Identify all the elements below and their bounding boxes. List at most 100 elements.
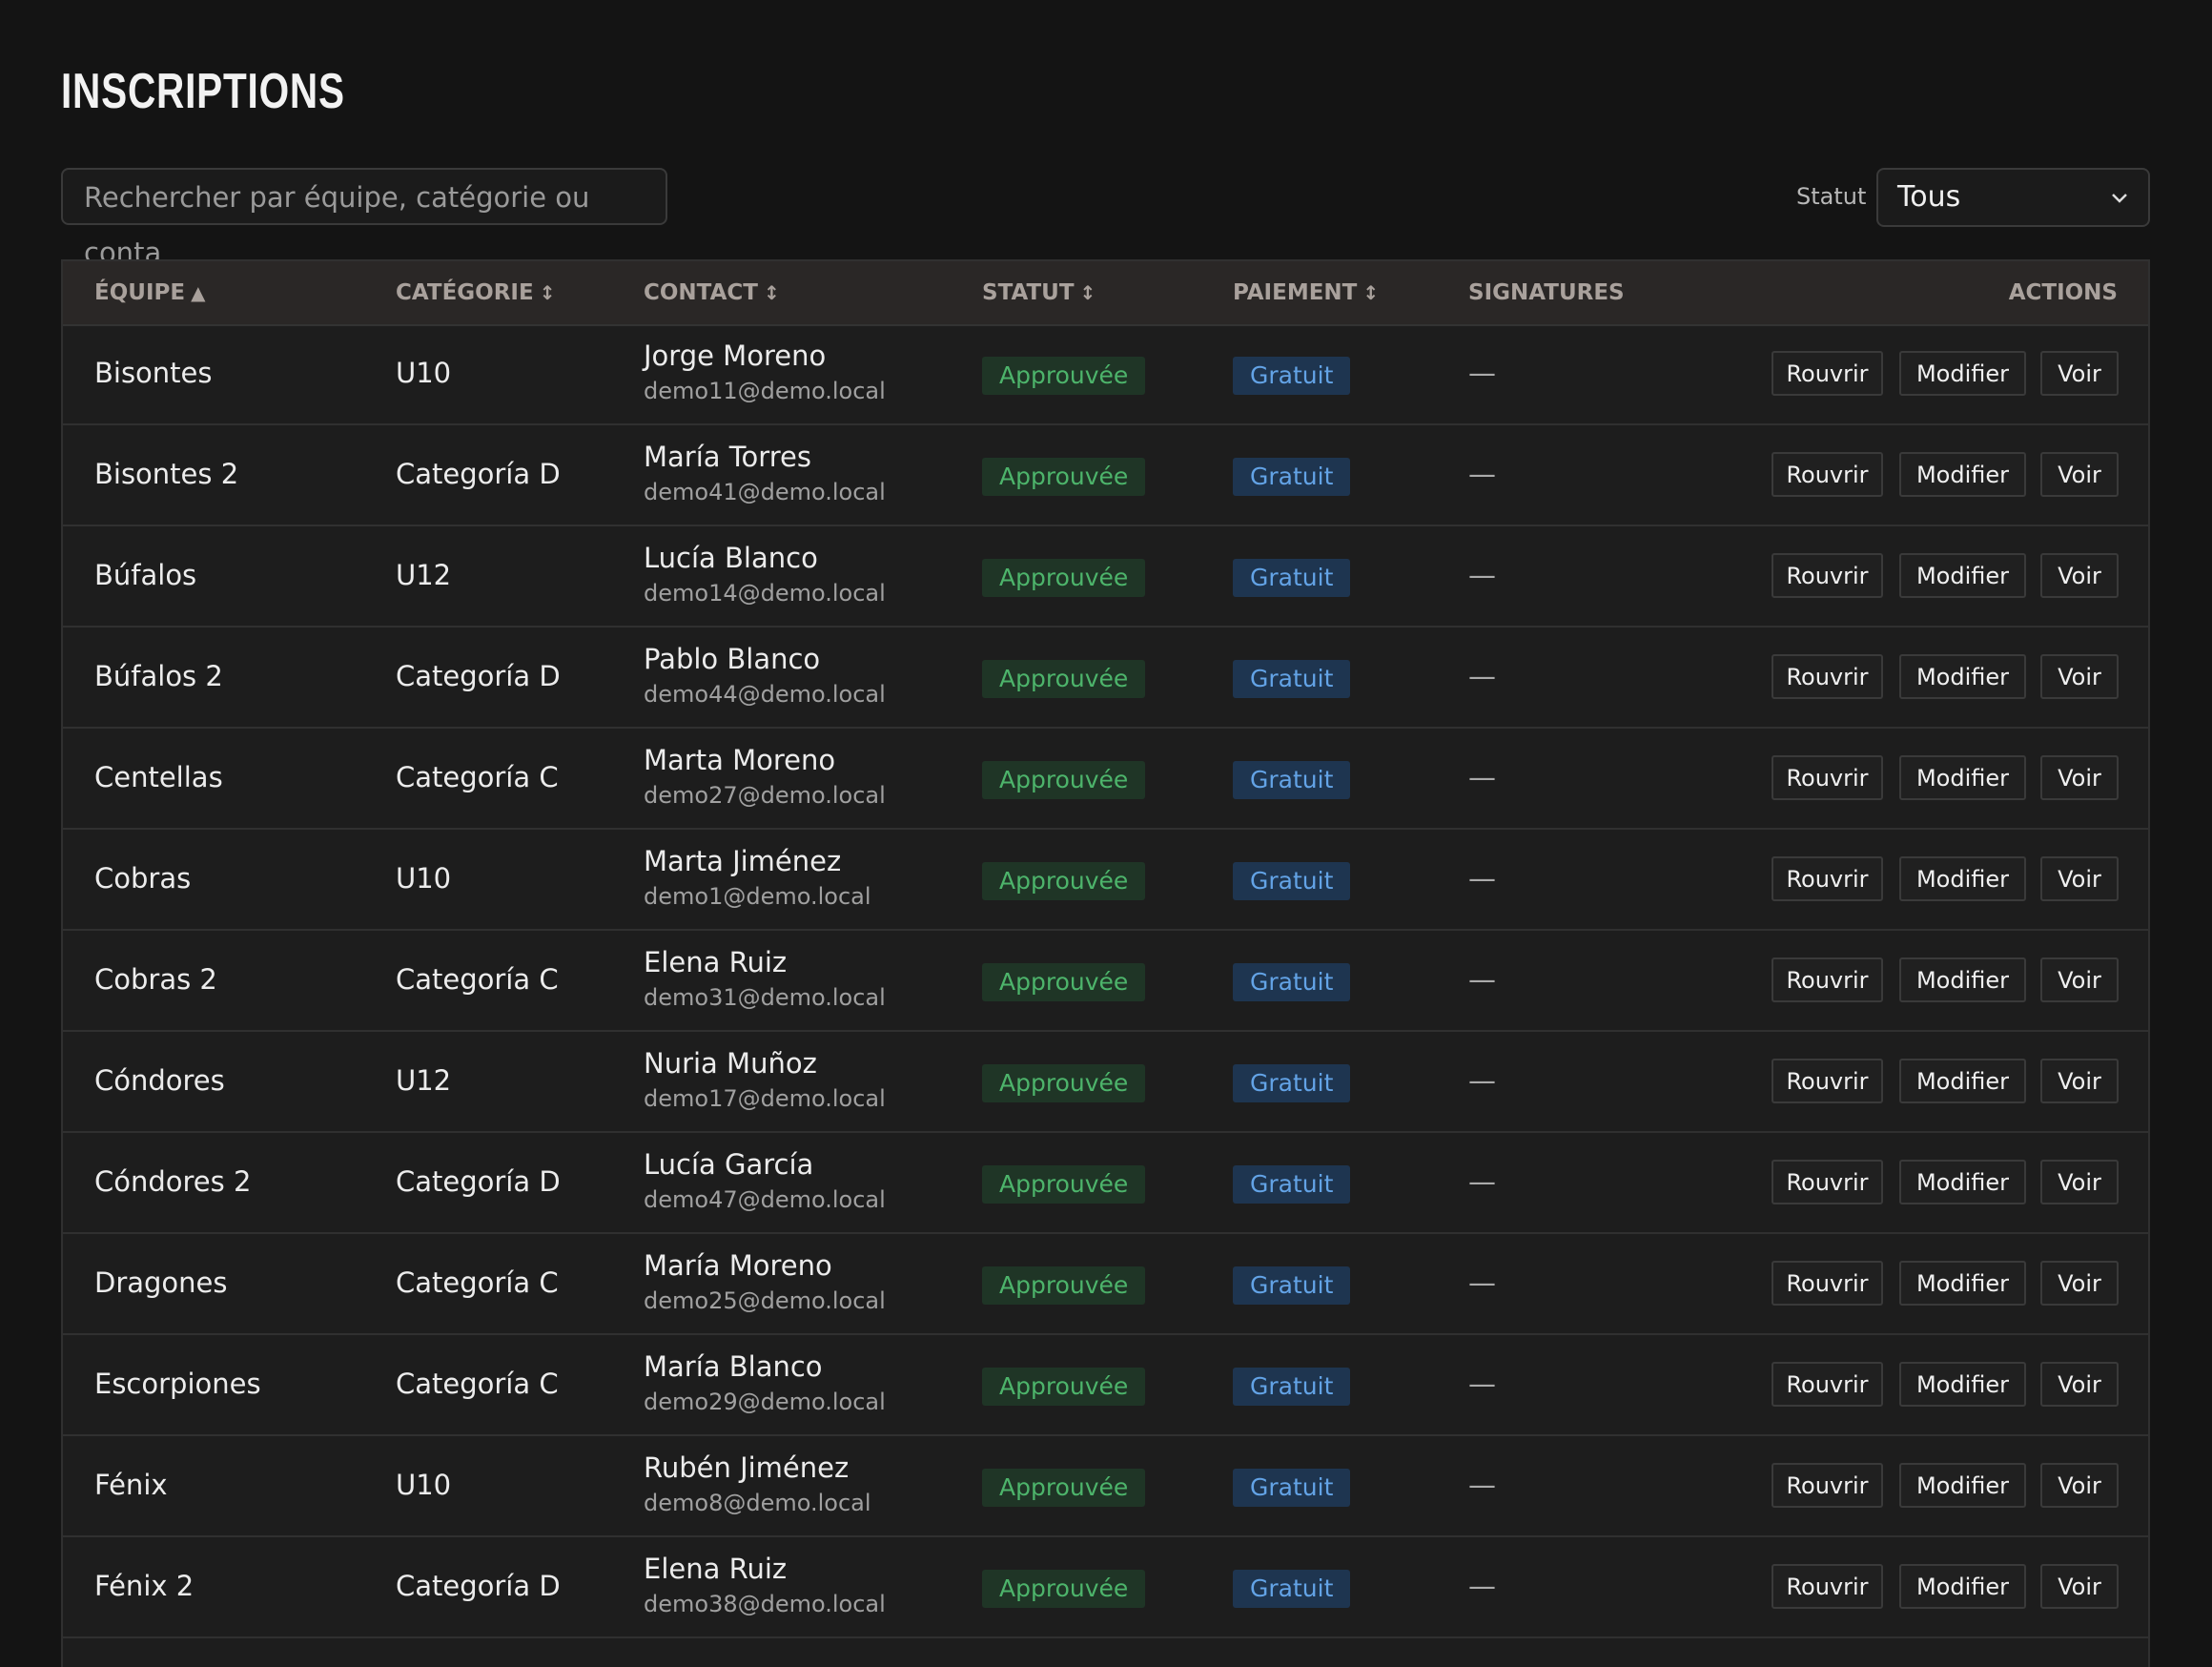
select-value: Tous	[1897, 180, 1961, 214]
status-badge: Approuvée	[982, 660, 1146, 698]
action-button[interactable]: Voir	[2040, 1059, 2119, 1103]
contact-email: demo38@demo.local	[644, 1591, 886, 1617]
action-button[interactable]: Rouvrir	[1772, 1564, 1883, 1609]
table-row: Búfalos 2 Categoría D Pablo Blanco demo44@d…	[63, 628, 2148, 729]
signatures: —	[1468, 559, 1496, 591]
category: Categoría C	[396, 1266, 559, 1299]
payment-badge: Gratuit	[1233, 1570, 1351, 1608]
signatures: —	[1468, 1368, 1496, 1400]
action-button[interactable]: Modifier	[1899, 1059, 2026, 1103]
action-button[interactable]: Voir	[2040, 351, 2119, 396]
signatures: —	[1468, 1469, 1496, 1501]
action-button[interactable]: Voir	[2040, 654, 2119, 699]
team-name: Centellas	[94, 761, 223, 793]
status-badge: Approuvée	[982, 761, 1146, 799]
action-button[interactable]: Rouvrir	[1772, 856, 1883, 901]
contact-name: Nuria Muñoz	[644, 1047, 817, 1080]
table-row: Búfalos U12 Lucía Blanco demo14@demo.local A…	[63, 526, 2148, 628]
status-badge: Approuvée	[982, 1064, 1146, 1102]
contact-email: demo14@demo.local	[644, 580, 886, 607]
action-button[interactable]: Modifier	[1899, 1160, 2026, 1204]
contact-name: María Blanco	[644, 1350, 823, 1383]
action-button[interactable]: Voir	[2040, 1362, 2119, 1407]
action-button[interactable]: Rouvrir	[1772, 755, 1883, 800]
team-name: Búfalos	[94, 559, 197, 591]
action-button[interactable]: Modifier	[1899, 553, 2026, 598]
contact-email: demo11@demo.local	[644, 378, 886, 404]
contact-name: Elena Ruiz	[644, 946, 788, 978]
action-button[interactable]: Modifier	[1899, 755, 2026, 800]
action-button[interactable]: Modifier	[1899, 1463, 2026, 1508]
column-header[interactable]: CATÉGORIE ↕	[396, 280, 555, 305]
action-button[interactable]: Rouvrir	[1772, 452, 1883, 497]
payment-badge: Gratuit	[1233, 458, 1351, 496]
action-button[interactable]: Modifier	[1899, 351, 2026, 396]
payment-badge: Gratuit	[1233, 660, 1351, 698]
registrations-table: ÉQUIPE ▲ CATÉGORIE ↕ CONTACT ↕ STATUT ↕ PAIEMENT…	[61, 259, 2150, 1667]
category: Categoría C	[396, 963, 559, 996]
signatures: —	[1468, 1570, 1496, 1602]
action-button[interactable]: Voir	[2040, 957, 2119, 1002]
action-button[interactable]: Modifier	[1899, 1362, 2026, 1407]
action-button[interactable]: Voir	[2040, 452, 2119, 497]
action-button[interactable]: Voir	[2040, 553, 2119, 598]
team-name: Dragones	[94, 1266, 228, 1299]
action-button[interactable]: Rouvrir	[1772, 957, 1883, 1002]
table-row: Fénix U10 Rubén Jiménez demo8@demo.local App…	[63, 1436, 2148, 1537]
action-button[interactable]: Modifier	[1899, 1564, 2026, 1609]
payment-badge: Gratuit	[1233, 1165, 1351, 1204]
column-header[interactable]: STATUT ↕	[982, 280, 1096, 305]
status-select[interactable]: Tous	[1876, 168, 2150, 227]
action-button[interactable]: Modifier	[1899, 452, 2026, 497]
filter-label: Statut	[1796, 183, 1867, 210]
action-button[interactable]: Voir	[2040, 1160, 2119, 1204]
action-button[interactable]: Rouvrir	[1772, 1463, 1883, 1508]
table-row: Fénix 2 Categoría D Elena Ruiz demo38@demo.…	[63, 1537, 2148, 1638]
team-name: Bisontes	[94, 357, 213, 389]
action-button[interactable]: Rouvrir	[1772, 1261, 1883, 1306]
action-button[interactable]: Rouvrir	[1772, 1059, 1883, 1103]
team-name: Cóndores 2	[94, 1165, 252, 1198]
signatures: —	[1468, 357, 1496, 389]
column-label: PAIEMENT	[1233, 280, 1358, 305]
action-button[interactable]: Modifier	[1899, 654, 2026, 699]
action-button[interactable]: Voir	[2040, 856, 2119, 901]
column-header[interactable]: ÉQUIPE ▲	[94, 280, 205, 305]
column-header[interactable]: CONTACT ↕	[644, 280, 780, 305]
contact-name: María Moreno	[644, 1249, 832, 1282]
table-header: ÉQUIPE ▲ CATÉGORIE ↕ CONTACT ↕ STATUT ↕ PAIEMENT…	[63, 261, 2148, 326]
status-badge: Approuvée	[982, 963, 1146, 1001]
team-name: Bisontes 2	[94, 458, 239, 490]
category: Categoría D	[396, 1570, 561, 1602]
status-badge: Approuvée	[982, 862, 1146, 900]
action-button[interactable]: Modifier	[1899, 1261, 2026, 1306]
table-row: Bisontes 2 Categoría D María Torres demo41@…	[63, 425, 2148, 526]
sort-indicator: ▲	[191, 281, 206, 304]
category: U12	[396, 559, 452, 591]
action-button[interactable]: Rouvrir	[1772, 654, 1883, 699]
action-button[interactable]: Modifier	[1899, 957, 2026, 1002]
sort-indicator: ↕	[1079, 281, 1096, 304]
payment-badge: Gratuit	[1233, 357, 1351, 395]
action-button[interactable]: Rouvrir	[1772, 1362, 1883, 1407]
action-button[interactable]: Voir	[2040, 755, 2119, 800]
contact-email: demo29@demo.local	[644, 1389, 886, 1415]
column-header[interactable]: PAIEMENT ↕	[1233, 280, 1379, 305]
action-button[interactable]: Voir	[2040, 1564, 2119, 1609]
payment-badge: Gratuit	[1233, 1368, 1351, 1406]
contact-name: Elena Ruiz	[644, 1553, 788, 1585]
table-row: Cóndores U12 Nuria Muñoz demo17@demo.local A…	[63, 1032, 2148, 1133]
contact-name: Marta Jiménez	[644, 845, 842, 877]
search-input[interactable]: Rechercher par équipe, catégorie ou cont…	[61, 168, 667, 269]
action-button[interactable]: Rouvrir	[1772, 1160, 1883, 1204]
action-button[interactable]: Voir	[2040, 1463, 2119, 1508]
contact-email: demo31@demo.local	[644, 984, 886, 1011]
table-row: Cobras 2 Categoría C Elena Ruiz demo31@demo…	[63, 931, 2148, 1032]
action-button[interactable]: Voir	[2040, 1261, 2119, 1306]
column-label: STATUT	[982, 280, 1075, 305]
action-button[interactable]: Rouvrir	[1772, 553, 1883, 598]
status-badge: Approuvée	[982, 458, 1146, 496]
category: U10	[396, 357, 452, 389]
action-button[interactable]: Rouvrir	[1772, 351, 1883, 396]
action-button[interactable]: Modifier	[1899, 856, 2026, 901]
